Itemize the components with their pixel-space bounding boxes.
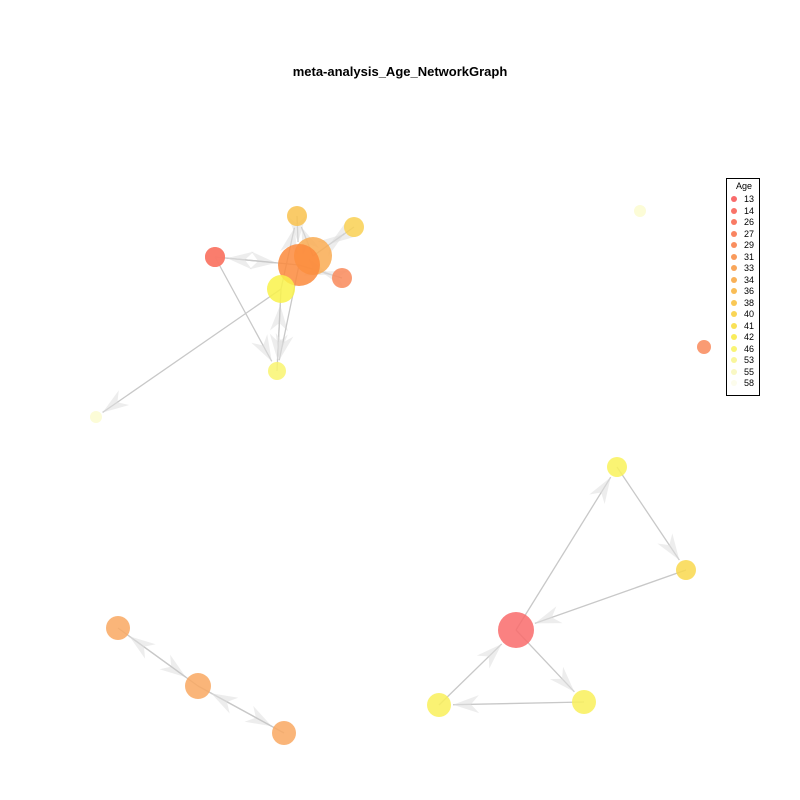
legend-label: 14 [744,205,755,216]
edge-arrowhead [244,705,272,727]
legend-item: 41 [731,321,761,332]
legend-swatch [731,357,737,363]
legend-title: Age [735,181,752,191]
legend-item: 46 [731,344,761,355]
legend-item: 42 [731,332,761,343]
legend-label: 33 [744,263,755,273]
graph-node [267,275,295,303]
legend-label: 13 [744,194,755,204]
legend-label: 40 [744,309,755,319]
edge-arrowhead [226,251,254,270]
graph-node [344,217,364,237]
node-layer [90,205,711,745]
legend-label: 27 [744,228,755,239]
legend-item: 34 [731,275,761,286]
graph-edge [515,476,612,631]
edge-arrowhead [317,233,345,257]
edge-arrowhead [251,334,272,362]
graph-edge [534,569,687,624]
legend-item: 27 [731,229,761,240]
legend-item: 29 [731,240,761,251]
legend-swatch [731,196,737,202]
legend-label: 46 [744,343,755,354]
legend-item: 58 [731,378,761,389]
edge-arrowhead [534,606,563,624]
graph-node [332,268,352,288]
legend-swatch [731,219,737,225]
graph-node [278,244,320,286]
edge-arrowhead [275,332,294,361]
edge-arrowhead [211,693,239,714]
legend-label: 53 [744,355,755,365]
edge-arrowhead [589,477,611,505]
graph-node [676,560,696,580]
edge-arrowhead [249,251,277,270]
graph-node [697,340,711,354]
edge-arrowhead [129,636,156,659]
legend-swatch [731,253,737,260]
legend-item: 31 [731,252,761,263]
legend-label: 55 [744,366,755,377]
legend-label: 58 [744,378,755,388]
graph-edge [452,701,585,706]
edge-arrowhead [102,390,130,413]
graph-node [498,612,534,648]
legend-label: 31 [744,251,755,262]
legend-item: 33 [731,263,761,274]
legend-swatch [731,299,737,306]
legend-label: 36 [744,286,755,296]
edge-arrowhead [159,654,186,678]
legend-item: 14 [731,206,761,217]
graph-node [272,721,296,745]
legend-swatch [731,334,737,340]
legend-label: 38 [744,297,755,308]
legend-item: 36 [731,286,761,297]
legend-item: 55 [731,367,761,378]
legend-label: 29 [744,240,755,250]
edge-arrowhead [476,643,502,669]
legend-item: 40 [731,309,761,320]
legend-swatch [731,380,737,386]
legend-swatch [731,288,737,294]
graph-node [106,616,130,640]
legend-item: 26 [731,217,761,228]
graph-edge [102,288,282,413]
chart-title: meta-analysis_Age_NetworkGraph [292,64,508,79]
legend-label: 34 [744,274,755,285]
legend-swatch [731,230,737,237]
legend-swatch [731,242,737,248]
legend: Age 13 14 26 27 29 31 33 34 36 38 40 41 42 46 53 55 58 [726,178,760,396]
edge-layer [102,215,687,734]
legend-item: 38 [731,298,761,309]
edge-arrowhead [452,695,480,714]
legend-label: 42 [744,332,755,342]
legend-swatch [731,345,737,352]
legend-item: 13 [731,194,761,205]
graph-node [427,693,451,717]
graph-edge [616,466,680,561]
legend-swatch [731,368,737,375]
legend-swatch [731,265,737,271]
graph-node [287,206,307,226]
legend-swatch [731,311,737,317]
edge-arrowhead [549,666,575,692]
legend-swatch [731,207,737,214]
graph-node [205,247,225,267]
graph-node [634,205,646,217]
graph-node [268,362,286,380]
legend-swatch [731,322,737,329]
graph-node [185,673,211,699]
legend-label: 26 [744,217,755,227]
legend-swatch [731,276,737,283]
legend-item: 53 [731,355,761,366]
edge-arrowhead [657,533,680,561]
graph-node [90,411,102,423]
graph-edge [214,256,273,362]
graph-node [607,457,627,477]
legend-label: 41 [744,320,755,331]
graph-node [572,690,596,714]
